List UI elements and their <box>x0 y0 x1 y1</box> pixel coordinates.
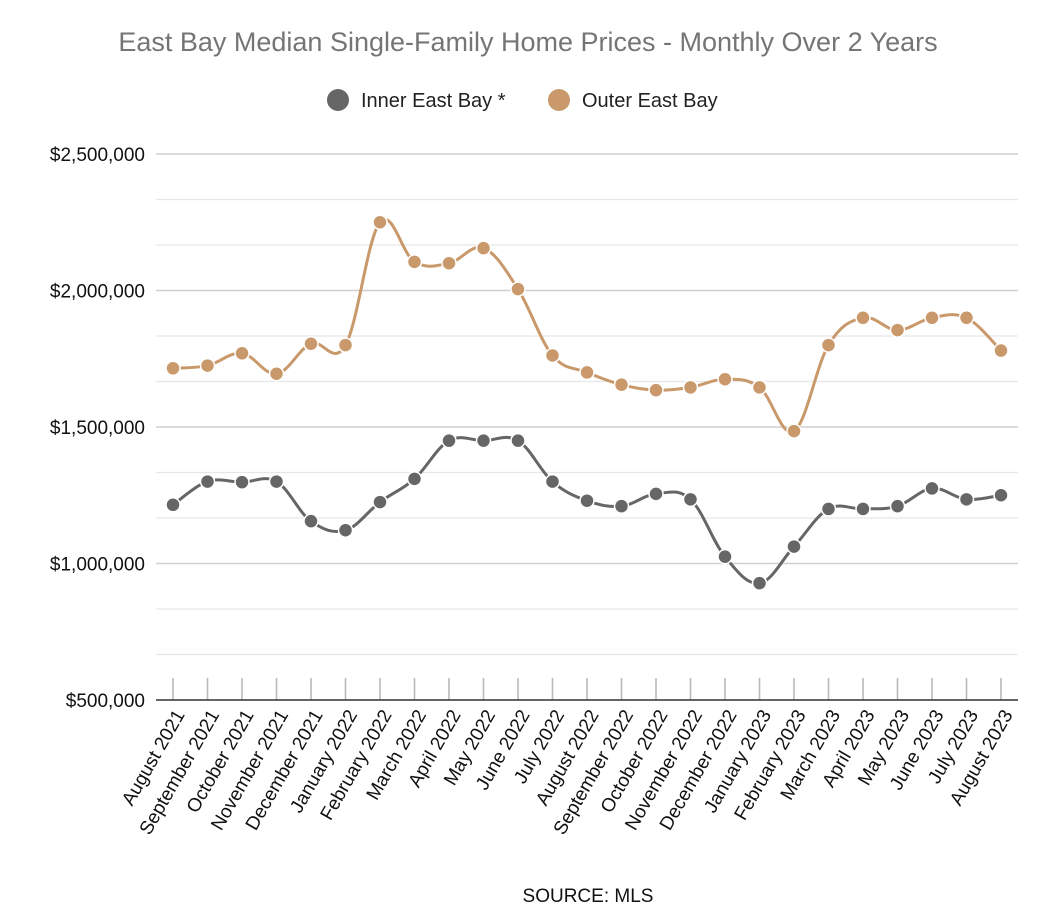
data-point <box>510 281 526 297</box>
source-note: SOURCE: MLS <box>523 886 654 907</box>
data-point <box>337 522 354 538</box>
data-point <box>682 491 699 508</box>
data-point <box>510 432 526 449</box>
data-point <box>199 473 216 490</box>
y-tick-label: $2,000,000 <box>50 282 145 303</box>
data-point <box>717 548 733 565</box>
legend-marker-icon <box>327 89 349 111</box>
data-point <box>958 491 975 508</box>
data-point <box>924 310 940 326</box>
data-point <box>751 379 768 396</box>
legend-label: Inner East Bay * <box>361 90 506 112</box>
legend: Inner East Bay * Outer East Bay <box>327 89 718 112</box>
data-point <box>820 501 837 517</box>
data-point <box>234 474 250 490</box>
data-point <box>372 494 388 510</box>
data-point <box>475 432 492 449</box>
data-point <box>855 310 871 326</box>
data-point <box>786 423 802 439</box>
data-point <box>165 497 181 513</box>
data-point <box>441 432 457 449</box>
series-line <box>172 218 1003 434</box>
y-tick-label: $1,000,000 <box>50 555 145 576</box>
data-point <box>406 254 423 270</box>
data-point <box>993 342 1009 359</box>
data-point <box>613 498 630 514</box>
data-point <box>372 214 388 230</box>
data-point <box>717 371 733 387</box>
data-point <box>751 575 768 591</box>
data-point <box>889 322 906 338</box>
data-point <box>786 538 802 555</box>
y-tick-label: $500,000 <box>66 691 145 712</box>
data-point <box>544 473 561 490</box>
series-line <box>172 435 1002 585</box>
legend-item: Inner East Bay * <box>327 89 506 112</box>
data-point <box>268 473 285 490</box>
legend-label: Outer East Bay <box>582 90 718 112</box>
y-tick-label: $1,500,000 <box>50 418 145 439</box>
data-point <box>337 337 354 353</box>
data-point <box>648 486 664 502</box>
data-point <box>544 347 561 364</box>
data-point <box>303 335 319 352</box>
data-point <box>855 501 871 517</box>
grid-lines <box>156 153 1018 656</box>
data-point <box>648 382 664 398</box>
data-point <box>234 345 250 362</box>
data-point <box>199 357 216 374</box>
chart-title: East Bay Median Single-Family Home Price… <box>118 27 937 57</box>
data-point <box>993 487 1009 503</box>
data-point <box>924 480 940 497</box>
data-point <box>958 310 975 326</box>
data-point <box>613 376 630 393</box>
series-layer <box>165 214 1009 591</box>
data-point <box>441 255 457 271</box>
data-point <box>889 498 906 514</box>
data-point <box>579 364 595 381</box>
data-point <box>475 240 492 256</box>
data-point <box>579 492 595 509</box>
data-point <box>406 471 423 487</box>
data-point <box>165 360 181 377</box>
data-point <box>268 366 285 382</box>
y-tick-label: $2,500,000 <box>50 145 145 166</box>
data-point <box>820 337 837 353</box>
legend-item: Outer East Bay <box>548 89 718 112</box>
series-outer-east-bay <box>165 214 1009 439</box>
series-inner-east-bay <box>165 432 1009 591</box>
data-point <box>303 513 319 529</box>
legend-marker-icon <box>548 89 570 111</box>
y-axis: $500,000 $1,000,000 $1,500,000 $2,000,000 $2… <box>50 145 145 712</box>
data-point <box>682 379 699 396</box>
